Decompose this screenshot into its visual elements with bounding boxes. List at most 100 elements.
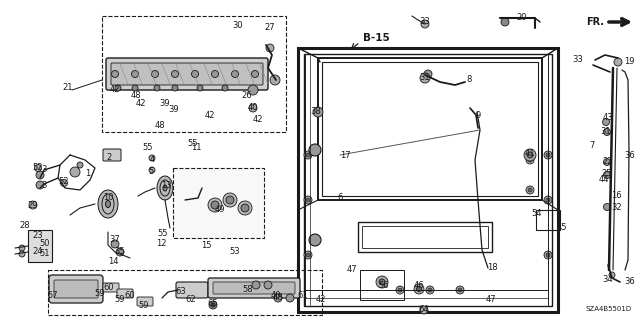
Circle shape bbox=[111, 70, 118, 77]
Circle shape bbox=[546, 153, 550, 157]
Text: 6: 6 bbox=[337, 194, 342, 203]
Circle shape bbox=[428, 288, 432, 292]
Circle shape bbox=[149, 167, 155, 173]
Text: 19: 19 bbox=[624, 58, 634, 67]
Text: 53: 53 bbox=[230, 247, 240, 257]
FancyBboxPatch shape bbox=[213, 282, 295, 294]
Ellipse shape bbox=[98, 190, 118, 218]
Text: 43: 43 bbox=[603, 114, 613, 123]
Text: 51: 51 bbox=[40, 250, 51, 259]
Text: 33: 33 bbox=[573, 55, 584, 65]
Circle shape bbox=[609, 272, 615, 278]
Text: 23: 23 bbox=[33, 230, 44, 239]
Text: 60: 60 bbox=[104, 284, 115, 292]
Text: 28: 28 bbox=[20, 220, 30, 229]
FancyBboxPatch shape bbox=[137, 297, 153, 306]
Text: 5: 5 bbox=[148, 167, 154, 177]
Text: 26: 26 bbox=[242, 92, 252, 100]
Circle shape bbox=[266, 44, 274, 52]
Bar bbox=[102, 16, 286, 132]
Circle shape bbox=[306, 198, 310, 202]
Circle shape bbox=[528, 158, 532, 162]
Text: 40: 40 bbox=[271, 292, 281, 300]
Ellipse shape bbox=[163, 185, 167, 191]
Circle shape bbox=[238, 201, 252, 215]
FancyBboxPatch shape bbox=[54, 280, 98, 298]
Circle shape bbox=[36, 181, 44, 189]
Circle shape bbox=[197, 85, 203, 91]
Text: 62: 62 bbox=[186, 294, 196, 303]
Circle shape bbox=[528, 188, 532, 192]
Circle shape bbox=[309, 144, 321, 156]
FancyBboxPatch shape bbox=[117, 289, 133, 298]
FancyBboxPatch shape bbox=[103, 149, 121, 161]
Circle shape bbox=[604, 172, 611, 179]
Text: 17: 17 bbox=[340, 150, 350, 159]
Text: 30: 30 bbox=[233, 21, 243, 30]
Circle shape bbox=[527, 152, 533, 158]
Circle shape bbox=[211, 70, 218, 77]
Circle shape bbox=[546, 198, 550, 202]
Text: 59: 59 bbox=[115, 294, 125, 303]
Circle shape bbox=[252, 281, 260, 289]
Text: 9: 9 bbox=[476, 110, 481, 119]
Text: 55: 55 bbox=[188, 140, 198, 148]
Circle shape bbox=[208, 198, 222, 212]
Text: 4: 4 bbox=[149, 156, 155, 164]
Bar bbox=[318, 58, 542, 200]
Circle shape bbox=[414, 284, 424, 294]
Circle shape bbox=[211, 201, 219, 209]
Circle shape bbox=[420, 306, 428, 314]
Circle shape bbox=[36, 171, 44, 179]
Text: 12: 12 bbox=[156, 238, 166, 247]
Circle shape bbox=[19, 245, 25, 251]
Text: 42: 42 bbox=[253, 115, 263, 124]
Text: 24: 24 bbox=[33, 247, 44, 257]
Text: 42: 42 bbox=[136, 99, 147, 108]
Circle shape bbox=[458, 288, 462, 292]
Circle shape bbox=[222, 85, 228, 91]
Text: 48: 48 bbox=[273, 293, 284, 302]
Circle shape bbox=[172, 70, 179, 77]
Circle shape bbox=[152, 70, 159, 77]
Text: 44: 44 bbox=[599, 175, 609, 185]
Text: 29: 29 bbox=[28, 202, 38, 211]
Circle shape bbox=[149, 155, 155, 161]
Circle shape bbox=[19, 251, 25, 257]
Circle shape bbox=[115, 85, 121, 91]
Text: 36: 36 bbox=[625, 151, 636, 161]
Text: 40: 40 bbox=[248, 103, 259, 113]
Circle shape bbox=[524, 149, 536, 161]
Circle shape bbox=[274, 294, 282, 302]
Bar bbox=[536, 210, 560, 230]
Text: 3: 3 bbox=[42, 164, 47, 173]
Text: 52: 52 bbox=[33, 163, 44, 172]
Circle shape bbox=[604, 204, 611, 211]
Text: 20: 20 bbox=[516, 13, 527, 22]
Circle shape bbox=[396, 286, 404, 294]
Circle shape bbox=[270, 75, 280, 85]
Text: 54: 54 bbox=[532, 210, 542, 219]
Text: B-15: B-15 bbox=[363, 33, 390, 43]
Circle shape bbox=[154, 85, 160, 91]
Text: 11: 11 bbox=[191, 143, 201, 153]
Text: 37: 37 bbox=[109, 236, 120, 244]
Text: 38: 38 bbox=[310, 108, 321, 116]
Circle shape bbox=[232, 70, 239, 77]
Circle shape bbox=[544, 196, 552, 204]
Circle shape bbox=[376, 276, 388, 288]
Text: 50: 50 bbox=[40, 239, 51, 249]
Circle shape bbox=[417, 286, 422, 292]
Circle shape bbox=[241, 204, 249, 212]
Circle shape bbox=[379, 279, 385, 285]
Circle shape bbox=[456, 286, 464, 294]
Circle shape bbox=[614, 58, 622, 66]
Bar bbox=[28, 230, 52, 262]
Text: 2: 2 bbox=[106, 153, 111, 162]
Text: 65: 65 bbox=[208, 300, 218, 308]
Circle shape bbox=[223, 193, 237, 207]
Bar bbox=[298, 48, 558, 312]
Circle shape bbox=[35, 164, 42, 172]
Text: 42: 42 bbox=[109, 84, 120, 93]
Circle shape bbox=[306, 153, 310, 157]
